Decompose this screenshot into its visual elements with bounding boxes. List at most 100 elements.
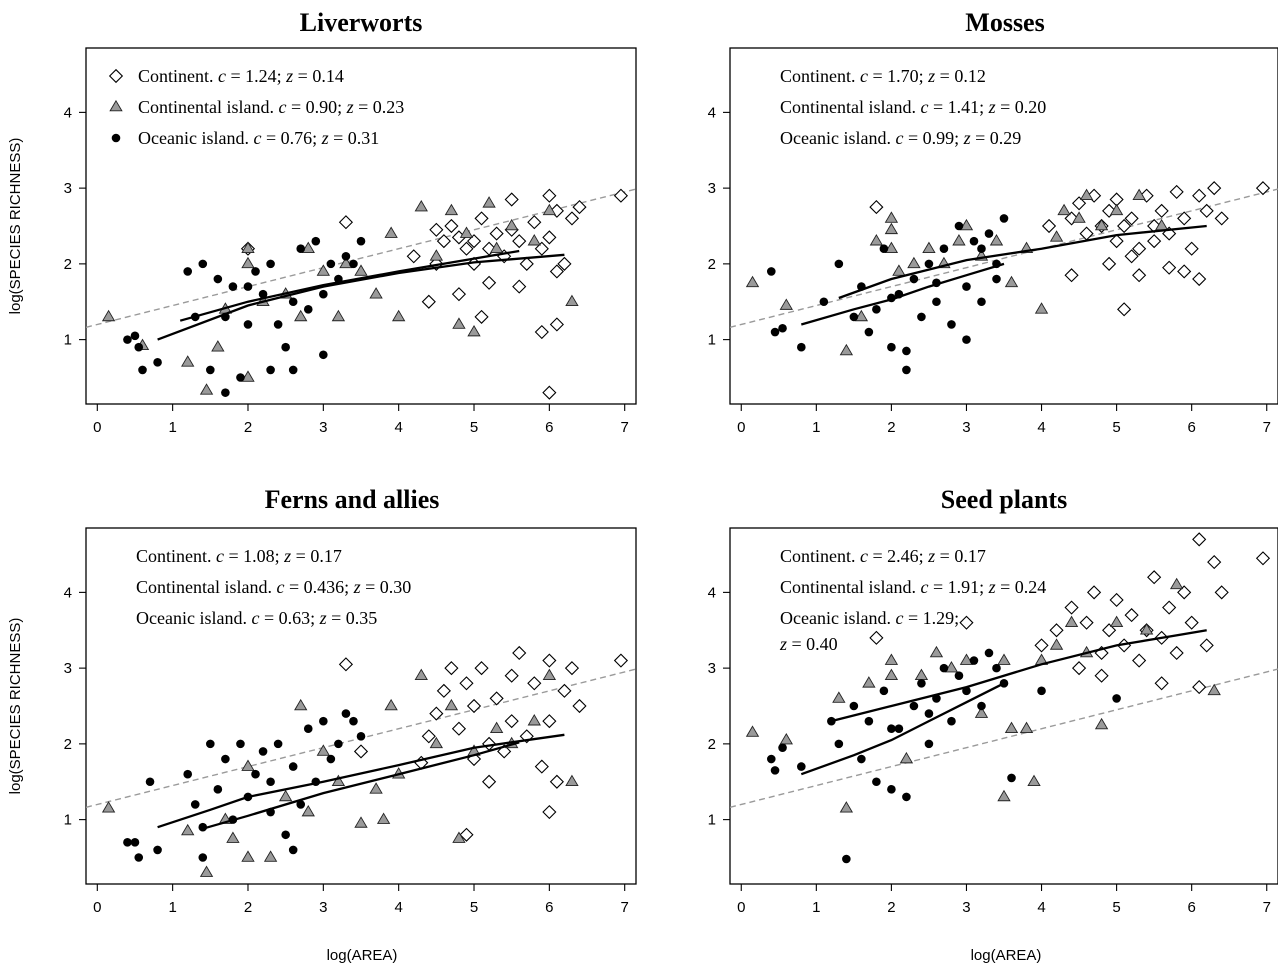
- x-tick-label: 7: [621, 419, 629, 436]
- data-point-circle: [251, 769, 260, 779]
- data-point-circle: [992, 663, 1001, 673]
- legend-entry: Continent. c = 2.46; z = 0.17: [780, 546, 986, 566]
- panel-mosses: Mosses 0 1 2 3 4 5 6 7 1 2 3 4 Continent. c = 1.70; …: [708, 8, 1278, 436]
- data-point-triangle: [959, 218, 974, 231]
- legend-text: z: [779, 634, 787, 654]
- data-point-triangle: [839, 801, 854, 813]
- legend-text: z: [924, 546, 936, 566]
- data-point-diamond: [1132, 268, 1147, 283]
- data-point-triangle: [316, 264, 331, 276]
- data-point-diamond: [1169, 645, 1184, 661]
- data-point-circle: [228, 282, 238, 291]
- data-point-circle: [984, 229, 994, 238]
- x-tick-label: 6: [545, 419, 553, 436]
- data-point-triangle: [1079, 188, 1094, 200]
- data-point-triangle: [181, 355, 195, 367]
- data-point-diamond: [1177, 585, 1192, 600]
- legend-entry: Continental island. c = 1.91; z = 0.24: [780, 577, 1046, 597]
- x-tick-label: 7: [1263, 419, 1271, 436]
- data-point-circle: [288, 297, 298, 307]
- data-point-diamond: [436, 234, 451, 249]
- y-tick-label: 1: [64, 332, 72, 349]
- fit-line: [800, 262, 1005, 326]
- data-point-triangle: [832, 691, 846, 703]
- data-point-triangle: [1207, 683, 1221, 696]
- data-point-circle: [879, 244, 889, 254]
- x-tick-label: 0: [737, 419, 745, 436]
- data-point-circle: [962, 335, 971, 344]
- data-point-diamond: [466, 234, 482, 249]
- data-point-triangle: [429, 249, 444, 261]
- data-point-circle: [939, 663, 949, 673]
- data-point-triangle: [892, 264, 906, 276]
- data-point-circle: [984, 648, 994, 658]
- data-point-diamond: [1109, 592, 1124, 608]
- data-point-diamond: [1199, 638, 1214, 653]
- data-point-diamond: [542, 804, 557, 820]
- data-point-circle: [130, 331, 140, 341]
- reference-line: [86, 188, 636, 328]
- data-point-triangle: [459, 226, 474, 238]
- fit-line: [838, 224, 1207, 300]
- x-tick-label: 6: [1187, 419, 1195, 436]
- data-point-triangle: [929, 645, 944, 658]
- plot-frame: [85, 47, 637, 405]
- data-point-circle: [221, 388, 230, 397]
- data-point-triangle: [505, 218, 519, 231]
- legend-text: = 0.29: [971, 128, 1022, 148]
- data-point-diamond: [474, 661, 489, 676]
- y-tick-label: 1: [64, 812, 72, 829]
- data-point-circle: [872, 777, 881, 787]
- data-point-diamond: [549, 264, 564, 279]
- data-point-triangle: [527, 234, 541, 246]
- data-point-triangle: [884, 241, 899, 254]
- legend-text: z: [280, 546, 292, 566]
- data-point-triangle: [429, 736, 444, 749]
- data-point-triangle: [101, 801, 116, 813]
- data-point-circle: [251, 267, 260, 276]
- legend-text: Continental island.: [136, 577, 276, 597]
- legend-marker-circle: [111, 133, 121, 143]
- data-point-triangle: [369, 287, 383, 299]
- data-point-circle: [153, 845, 162, 855]
- legend-text: Continent.: [136, 546, 216, 566]
- data-point-diamond: [1177, 264, 1192, 279]
- data-point-circle: [887, 785, 896, 794]
- data-point-triangle: [997, 653, 1011, 665]
- legend-text: z: [315, 608, 327, 628]
- legend-text: = 1.41;: [928, 97, 984, 117]
- data-point-circle: [190, 800, 200, 809]
- data-point-diamond: [1214, 211, 1229, 226]
- data-point-triangle: [944, 661, 959, 673]
- data-point-circle: [834, 739, 844, 749]
- data-point-diamond: [557, 256, 572, 271]
- data-point-diamond: [572, 199, 587, 215]
- legend-text: Oceanic island.: [138, 128, 253, 148]
- x-axis-label: log(AREA): [971, 947, 1042, 964]
- legend-entry: Oceanic island. c = 0.76; z = 0.31: [138, 128, 379, 148]
- data-point-diamond: [549, 317, 564, 332]
- data-point-triangle: [339, 256, 353, 269]
- legend-text: c: [253, 128, 261, 148]
- legend-entry: Continental island. c = 0.90; z = 0.23: [138, 97, 404, 117]
- legend-text: = 0.23: [354, 97, 405, 117]
- data-point-triangle: [884, 222, 899, 235]
- y-axis-label: log(SPECIES RICHNESS): [7, 138, 24, 315]
- data-point-triangle: [1139, 623, 1154, 635]
- data-point-circle: [778, 323, 787, 333]
- data-point-triangle: [444, 698, 459, 711]
- data-point-diamond: [512, 279, 527, 294]
- legend-text: c: [218, 66, 226, 86]
- y-tick-label: 3: [708, 660, 716, 677]
- data-point-circle: [864, 716, 874, 726]
- data-point-triangle: [1004, 721, 1019, 734]
- legend-text: = 0.12: [935, 66, 986, 86]
- x-tick-label: 1: [812, 899, 820, 916]
- data-point-circle: [849, 701, 859, 711]
- legend-text: = 0.35: [327, 608, 378, 628]
- data-point-circle: [857, 754, 866, 764]
- data-point-circle: [954, 671, 964, 681]
- x-tick-label: 3: [319, 899, 327, 916]
- data-point-circle: [954, 221, 964, 231]
- data-point-triangle: [354, 816, 368, 828]
